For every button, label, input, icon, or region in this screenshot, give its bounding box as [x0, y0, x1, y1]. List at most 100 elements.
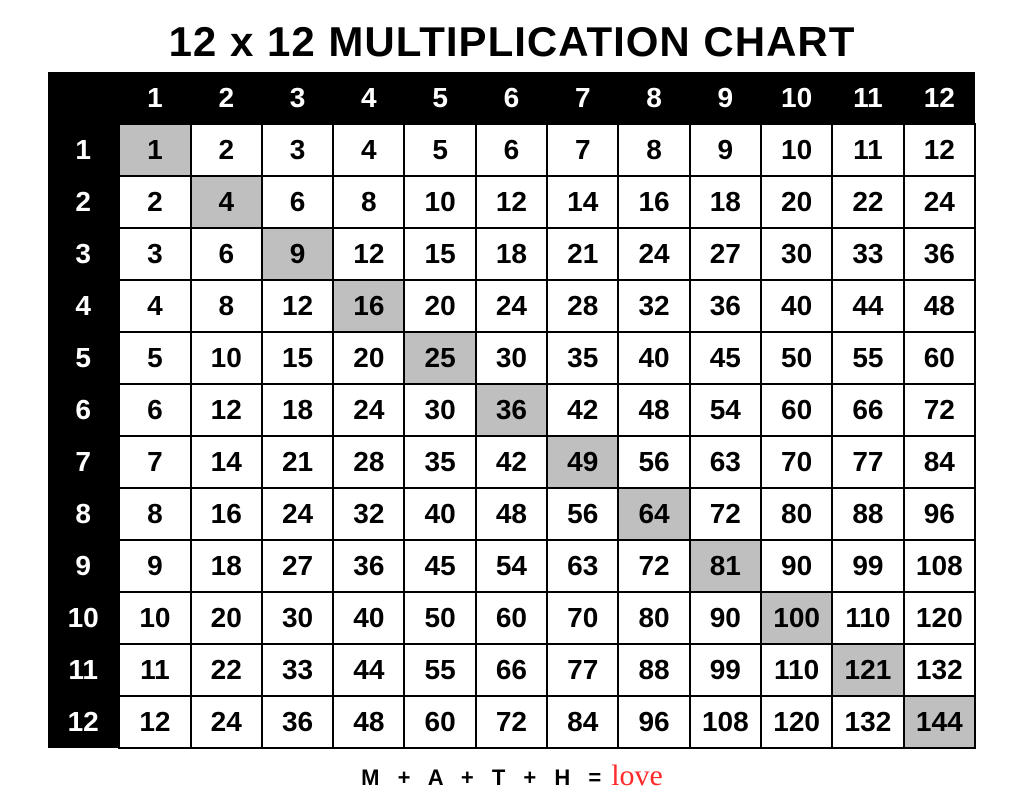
- table-cell: 42: [476, 436, 547, 488]
- table-cell: 22: [191, 644, 262, 696]
- table-cell: 10: [761, 124, 832, 176]
- footer-love: love: [611, 759, 663, 793]
- table-cell: 8: [618, 124, 689, 176]
- table-cell: 7: [119, 436, 190, 488]
- col-header: 12: [904, 72, 975, 124]
- table-cell: 44: [333, 644, 404, 696]
- table-cell: 32: [333, 488, 404, 540]
- table-cell-diagonal: 81: [690, 540, 761, 592]
- table-cell: 70: [547, 592, 618, 644]
- table-cell: 36: [690, 280, 761, 332]
- table-cell: 27: [690, 228, 761, 280]
- table-cell: 6: [119, 384, 190, 436]
- table-cell: 4: [333, 124, 404, 176]
- table-cell: 30: [761, 228, 832, 280]
- table-cell-diagonal: 49: [547, 436, 618, 488]
- col-header: 9: [690, 72, 761, 124]
- table-cell: 20: [404, 280, 475, 332]
- table-cell: 54: [476, 540, 547, 592]
- table-cell: 36: [333, 540, 404, 592]
- table-cell: 12: [333, 228, 404, 280]
- table-cell-diagonal: 100: [761, 592, 832, 644]
- table-cell: 60: [404, 696, 475, 748]
- table-cell: 72: [476, 696, 547, 748]
- table-cell-diagonal: 36: [476, 384, 547, 436]
- table-cell: 132: [904, 644, 975, 696]
- table-cell: 32: [618, 280, 689, 332]
- row-header: 7: [48, 436, 119, 488]
- table-cell: 110: [832, 592, 903, 644]
- table-cell: 84: [904, 436, 975, 488]
- table-cell-diagonal: 64: [618, 488, 689, 540]
- table-cell: 60: [476, 592, 547, 644]
- table-cell: 18: [476, 228, 547, 280]
- table-cell: 7: [547, 124, 618, 176]
- table-cell: 120: [904, 592, 975, 644]
- table-cell: 30: [404, 384, 475, 436]
- table-cell: 4: [119, 280, 190, 332]
- table-cell: 30: [476, 332, 547, 384]
- table-cell: 40: [333, 592, 404, 644]
- table-cell: 12: [904, 124, 975, 176]
- table-cell: 44: [832, 280, 903, 332]
- table-cell: 11: [119, 644, 190, 696]
- table-cell: 6: [191, 228, 262, 280]
- col-header: 6: [476, 72, 547, 124]
- table-cell: 10: [191, 332, 262, 384]
- table-cell: 10: [119, 592, 190, 644]
- row-header: 12: [48, 696, 119, 748]
- col-header: 4: [333, 72, 404, 124]
- table-cell: 3: [119, 228, 190, 280]
- table-cell: 63: [547, 540, 618, 592]
- table-cell: 18: [262, 384, 333, 436]
- footer-prefix: M + A + T + H =: [361, 765, 607, 791]
- table-cell: 12: [262, 280, 333, 332]
- table-cell: 55: [404, 644, 475, 696]
- row-header: 3: [48, 228, 119, 280]
- table-cell: 16: [191, 488, 262, 540]
- table-cell: 66: [476, 644, 547, 696]
- footer-credit: M + A + T + H = love: [361, 759, 663, 793]
- table-cell: 24: [904, 176, 975, 228]
- table-cell: 11: [832, 124, 903, 176]
- table-cell: 8: [191, 280, 262, 332]
- table-cell: 5: [404, 124, 475, 176]
- table-cell: 35: [547, 332, 618, 384]
- table-cell: 56: [618, 436, 689, 488]
- row-header: 10: [48, 592, 119, 644]
- table-cell: 18: [690, 176, 761, 228]
- table-cell: 20: [761, 176, 832, 228]
- chart-title: 12 x 12 MULTIPLICATION CHART: [169, 18, 856, 66]
- table-cell: 24: [262, 488, 333, 540]
- table-cell-diagonal: 121: [832, 644, 903, 696]
- table-cell: 40: [404, 488, 475, 540]
- table-cell: 24: [618, 228, 689, 280]
- table-cell: 27: [262, 540, 333, 592]
- table-cell: 14: [547, 176, 618, 228]
- table-cell: 96: [904, 488, 975, 540]
- table-cell: 33: [832, 228, 903, 280]
- table-cell: 56: [547, 488, 618, 540]
- table-cell: 120: [761, 696, 832, 748]
- table-cell: 90: [761, 540, 832, 592]
- table-cell-diagonal: 16: [333, 280, 404, 332]
- table-cell: 10: [404, 176, 475, 228]
- table-cell-diagonal: 9: [262, 228, 333, 280]
- table-cell: 8: [333, 176, 404, 228]
- table-cell: 6: [476, 124, 547, 176]
- table-cell: 2: [191, 124, 262, 176]
- table-cell: 18: [191, 540, 262, 592]
- table-cell: 21: [262, 436, 333, 488]
- table-cell: 132: [832, 696, 903, 748]
- col-header: 5: [404, 72, 475, 124]
- table-cell: 48: [333, 696, 404, 748]
- table-cell: 77: [832, 436, 903, 488]
- table-cell: 80: [618, 592, 689, 644]
- table-cell: 33: [262, 644, 333, 696]
- table-cell: 6: [262, 176, 333, 228]
- table-cell: 70: [761, 436, 832, 488]
- row-header: 9: [48, 540, 119, 592]
- table-cell: 3: [262, 124, 333, 176]
- table-cell: 84: [547, 696, 618, 748]
- table-cell: 60: [904, 332, 975, 384]
